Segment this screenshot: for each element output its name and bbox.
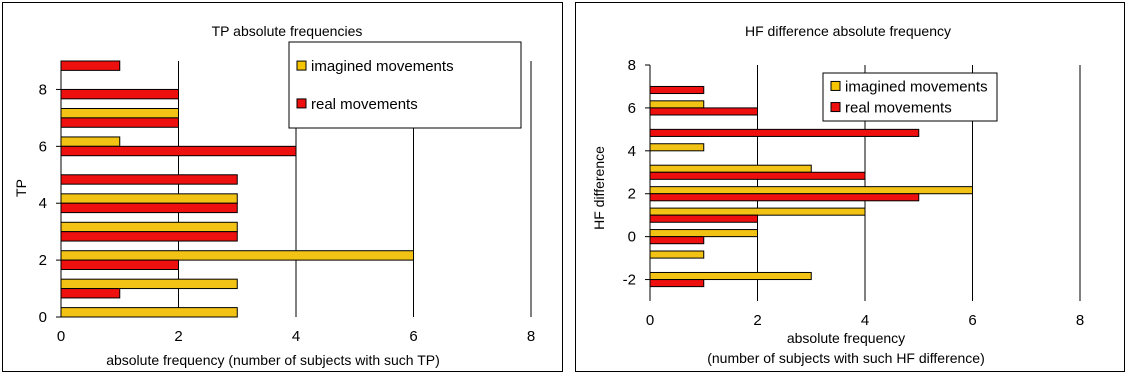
- y-tick-label: 2: [39, 252, 47, 269]
- bar-imagined: [649, 229, 758, 238]
- bar-imagined: [649, 250, 705, 259]
- legend: imagined movements real movements: [288, 41, 522, 129]
- x-axis-label: absolute frequency: [787, 330, 905, 346]
- bar-imagined: [649, 164, 812, 173]
- x-tick-label: 6: [409, 328, 417, 345]
- legend-label-imagined: imagined movements: [311, 58, 454, 75]
- y-tick-label: 0: [628, 229, 636, 246]
- legend-swatch-imagined: [296, 60, 307, 71]
- y-tick-label: 8: [39, 81, 47, 98]
- bar-real: [60, 60, 121, 71]
- bar-imagined: [60, 136, 121, 147]
- y-tick-label: -2: [623, 272, 636, 289]
- bar-real: [60, 202, 238, 214]
- bar-imagined: [60, 278, 238, 290]
- legend-swatch-imagined: [830, 80, 841, 91]
- y-tick-label: 4: [39, 195, 47, 212]
- hf-chart: HF difference absolute frequency 0 2 4 6 8 -2 0…: [591, 23, 1084, 366]
- legend-label-real: real movements: [311, 96, 418, 113]
- x-tick-label: 2: [174, 328, 182, 345]
- legend-label-real: real movements: [845, 100, 952, 117]
- bar-real: [649, 128, 920, 137]
- bar-real: [60, 231, 238, 242]
- bar-real: [649, 236, 705, 245]
- x-axis-label: absolute frequency (number of subjects w…: [106, 352, 440, 368]
- bar-real: [60, 88, 179, 100]
- x-tick-label: 4: [292, 328, 300, 345]
- legend-swatch-real: [830, 102, 841, 113]
- bar-imagined: [60, 108, 179, 119]
- bar-imagined: [60, 307, 238, 318]
- legend-box: [288, 41, 522, 129]
- chart-panel-tp: TP absolute frequencies 0 2 4 6 8 0 2 4 6 8 imagine…: [2, 2, 563, 372]
- legend: imagined movements real movements: [822, 72, 998, 122]
- y-tick-label: 8: [628, 57, 636, 74]
- chart-panel-hf: HF difference absolute frequency 0 2 4 6 8 -2 0…: [575, 2, 1125, 372]
- bar-real: [649, 279, 705, 288]
- bar-real: [649, 107, 758, 116]
- y-tick-label: 2: [628, 186, 636, 203]
- legend-swatch-real: [296, 98, 307, 109]
- bar-imagined: [649, 100, 705, 109]
- bar-imagined: [60, 221, 238, 233]
- x-tick-label: 4: [861, 312, 869, 329]
- bar-imagined: [60, 250, 414, 261]
- legend-box: [822, 72, 998, 122]
- y-axis-label: TP: [13, 179, 29, 197]
- bar-real: [649, 193, 920, 202]
- bar-real: [649, 85, 705, 95]
- bar-real: [649, 171, 866, 180]
- bar-real: [60, 117, 179, 128]
- y-axis-label: HF difference: [591, 146, 607, 230]
- bar-real: [60, 259, 179, 270]
- chart-title: TP absolute frequencies: [212, 23, 363, 39]
- y-tick-label: 0: [39, 309, 47, 326]
- legend-label-imagined: imagined movements: [845, 78, 988, 95]
- chart-title: HF difference absolute frequency: [745, 23, 951, 39]
- y-tick-label: 6: [39, 138, 47, 155]
- bar-imagined: [649, 143, 705, 152]
- bar-imagined: [649, 207, 866, 216]
- y-tick-label: 6: [628, 100, 636, 117]
- x-tick-label: 8: [527, 328, 535, 345]
- bar-real: [60, 145, 297, 157]
- bar-imagined: [649, 271, 812, 281]
- bar-real: [60, 174, 238, 185]
- bar-imagined: [60, 193, 238, 204]
- x-tick-label: 0: [57, 328, 65, 345]
- x-tick-label: 2: [753, 312, 761, 329]
- tp-chart: TP absolute frequencies 0 2 4 6 8 0 2 4 6 8 imagine…: [13, 23, 535, 368]
- x-tick-label: 8: [1076, 312, 1084, 329]
- bar-imagined: [649, 186, 973, 195]
- x-tick-label: 6: [968, 312, 976, 329]
- x-axis-label-line2: (number of subjects with such HF differe…: [707, 350, 985, 366]
- x-tick-label: 0: [646, 312, 654, 329]
- y-tick-label: 4: [628, 143, 636, 160]
- bar-real: [60, 288, 121, 299]
- bar-real: [649, 214, 758, 223]
